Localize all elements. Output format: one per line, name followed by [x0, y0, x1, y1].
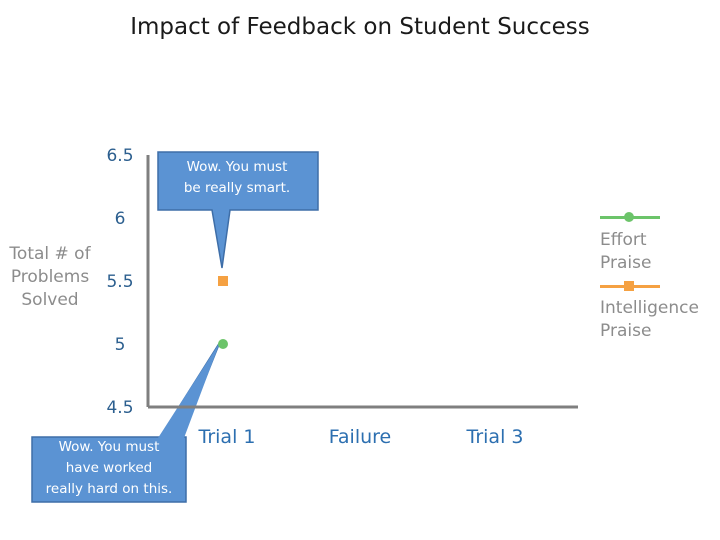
data-point-effort [218, 339, 228, 349]
callout-hardwork-text: Wow. You must have worked really hard on… [32, 437, 186, 500]
legend-marker-intelligence [624, 281, 634, 291]
callout-smart-bubble [157, 151, 319, 269]
y-tick-label: 5 [115, 335, 126, 355]
x-tick-label: Trial 3 [466, 426, 524, 448]
y-tick-label: 6 [115, 209, 126, 229]
legend-label-intelligence: Intelligence Praise [600, 298, 699, 341]
callout-hardwork-pointer [158, 342, 220, 438]
data-point-intelligence [218, 276, 228, 286]
y-tick-label: 4.5 [106, 398, 133, 418]
legend-marker-effort [624, 212, 634, 222]
callout-hardwork-line: have worked [65, 460, 153, 476]
callout-smart-line: be really smart. [183, 180, 291, 196]
y-tick-label: 5.5 [106, 272, 133, 292]
callout-smart-text: Wow. You must be really smart. [157, 157, 317, 199]
callout-hardwork-line: really hard on this. [45, 481, 173, 497]
x-tick-label: Failure [329, 426, 392, 448]
x-tick-label: Trial 1 [198, 426, 256, 448]
y-axis-label: Total # of Problems Solved [9, 244, 91, 310]
callout-smart-line: Wow. You must [186, 159, 288, 175]
legend-label-effort: Effort Praise [600, 230, 652, 273]
chart-title: Impact of Feedback on Student Success [130, 14, 590, 40]
callout-hardwork-line: Wow. You must [58, 439, 160, 455]
y-tick-label: 6.5 [106, 146, 133, 166]
